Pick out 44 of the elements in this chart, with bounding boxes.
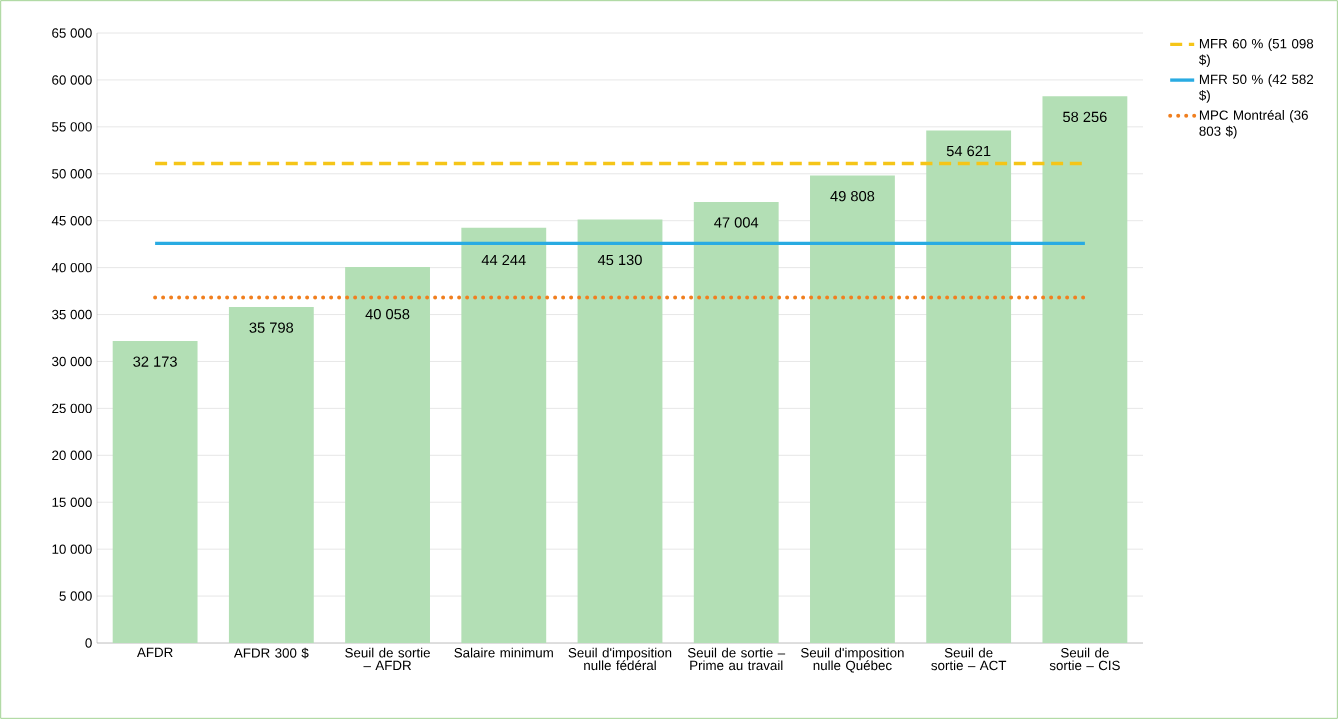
bar <box>112 341 198 643</box>
data-label: 32 173 <box>133 356 177 367</box>
bar <box>345 267 430 643</box>
data-label: 58 256 <box>1063 111 1107 123</box>
y-tick-label: 25 000 <box>52 403 92 414</box>
x-tick-label: Seuil de sortie – CIS <box>1049 647 1120 671</box>
x-tick-label: Seuil de sortie – AFDR <box>345 647 430 671</box>
y-tick-label: 0 <box>85 638 92 648</box>
x-tick-label: Salaire minimum <box>454 647 553 658</box>
y-tick-label: 65 000 <box>52 28 92 38</box>
data-label: 49 808 <box>830 190 875 202</box>
bar <box>228 307 314 643</box>
y-tick-label: 40 000 <box>51 262 92 273</box>
y-tick-label: 20 000 <box>52 450 92 461</box>
x-tick-label: Seuil de sortie – ACT <box>931 647 1007 671</box>
y-tick-label: 5 000 <box>59 591 92 601</box>
y-tick-label: 45 000 <box>51 215 92 226</box>
x-tick-label: Seuil d'imposition nulle fédéral <box>568 647 672 671</box>
y-tick-label: 10 000 <box>52 544 92 554</box>
x-tick-label: Seuil de sortie – Prime au travail <box>687 647 786 671</box>
y-tick-label: 35 000 <box>52 309 92 320</box>
bar <box>577 219 663 643</box>
x-tick-label: AFDR <box>136 647 173 657</box>
y-tick-label: 55 000 <box>52 122 92 132</box>
bar <box>1042 96 1128 643</box>
x-tick-label: Seuil d'imposition nulle Québec <box>801 647 904 673</box>
data-label: 35 798 <box>249 322 294 333</box>
y-tick-label: 30 000 <box>52 356 92 367</box>
data-label: 40 058 <box>365 309 410 320</box>
bar <box>693 201 779 643</box>
legend-label: MFR 50 % (42 582 $) <box>1199 74 1314 103</box>
y-tick-label: 60 000 <box>52 75 92 85</box>
legend-label: MFR 60 % (51 098 $) <box>1199 38 1314 68</box>
data-label: 54 621 <box>946 145 991 157</box>
data-label: 45 130 <box>597 254 642 266</box>
bar <box>926 130 1012 643</box>
x-tick-label: AFDR 300 $ <box>233 647 309 659</box>
bar <box>461 227 547 643</box>
y-tick-label: 50 000 <box>52 169 92 179</box>
data-label: 47 004 <box>714 217 759 228</box>
data-label: 44 244 <box>481 254 526 266</box>
y-tick-label: 15 000 <box>52 497 92 507</box>
bar <box>810 175 895 643</box>
legend-label: MPC Montréal (36 803 $) <box>1199 109 1308 139</box>
